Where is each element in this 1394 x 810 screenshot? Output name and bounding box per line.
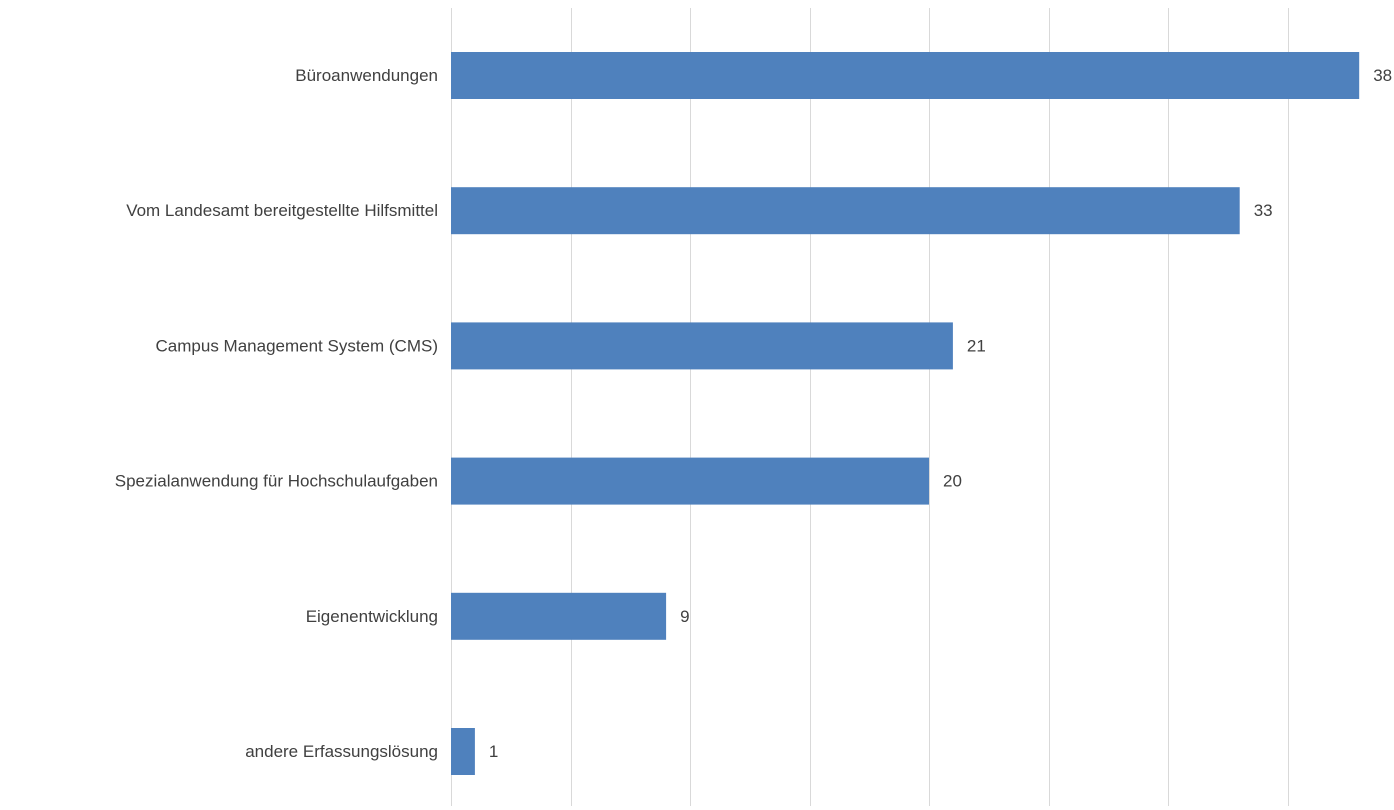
- bar-5: [451, 592, 667, 640]
- category-label-5: Eigenentwicklung: [306, 607, 438, 626]
- category-label-1: Büroanwendungen: [295, 66, 438, 85]
- value-label-4: 20: [943, 472, 962, 491]
- category-labels: Büroanwendungen Vom Landesamt bereitgeste…: [115, 66, 438, 761]
- bar-1: [451, 52, 1360, 99]
- bar-2: [451, 187, 1240, 235]
- bar-3: [451, 322, 953, 370]
- value-label-1: 38: [1373, 66, 1392, 85]
- x-gridlines: [451, 8, 1289, 806]
- category-label-3: Campus Management System (CMS): [156, 336, 438, 355]
- value-label-6: 1: [489, 742, 498, 761]
- bar-4: [451, 457, 929, 505]
- category-label-4: Spezialanwendung für Hochschulaufgaben: [115, 472, 438, 491]
- value-label-5: 9: [680, 607, 689, 626]
- value-label-2: 33: [1254, 201, 1273, 220]
- value-label-3: 21: [967, 336, 986, 355]
- category-label-2: Vom Landesamt bereitgestellte Hilfsmitte…: [126, 201, 438, 220]
- category-label-6: andere Erfassungslösung: [245, 742, 438, 761]
- bar-series: [451, 52, 1360, 775]
- value-labels: 38 33 21 20 9 1: [489, 66, 1392, 761]
- bar-6: [451, 728, 475, 775]
